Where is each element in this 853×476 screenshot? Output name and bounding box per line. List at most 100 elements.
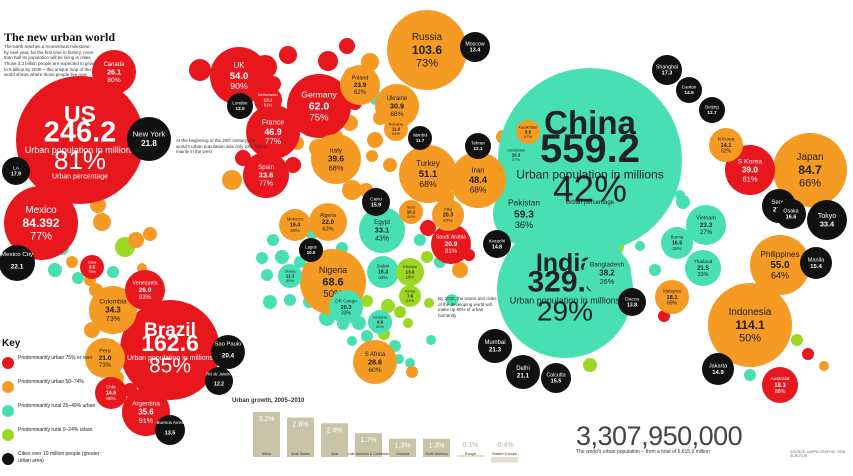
country-name: Philippines bbox=[760, 250, 799, 259]
bubble-circle bbox=[246, 105, 300, 159]
city-circle bbox=[483, 230, 511, 258]
minor-bubble bbox=[361, 330, 373, 342]
bubble-circle bbox=[120, 300, 220, 400]
city-buenos-aires: Buenos Aires 13.5 bbox=[155, 415, 185, 445]
minor-bubble bbox=[284, 294, 296, 306]
bubble-circle bbox=[773, 133, 847, 207]
country-value: 84.392 bbox=[23, 216, 60, 230]
country-value: 84.7 bbox=[798, 163, 822, 177]
country-percent: 93% bbox=[139, 295, 152, 301]
bubble-circle bbox=[399, 285, 421, 307]
country-percent: 81% bbox=[54, 145, 106, 175]
bubble-circle bbox=[399, 200, 423, 224]
country-value: 68.6 bbox=[322, 276, 343, 288]
city-value: 13.8 bbox=[627, 302, 637, 308]
country-name: Uzbekistan bbox=[507, 148, 525, 152]
minor-bubble bbox=[366, 150, 378, 162]
country-value: 246.2 bbox=[44, 116, 117, 148]
city-circle bbox=[652, 55, 682, 85]
country-percent: 27% bbox=[700, 230, 713, 236]
legend-swatch bbox=[2, 453, 14, 465]
country-percent: 37% bbox=[512, 157, 520, 162]
country-value: 103.6 bbox=[412, 43, 443, 57]
city-name: Sao Paulo bbox=[215, 341, 242, 347]
country-percent: 49% bbox=[286, 278, 294, 283]
country-name: Australia bbox=[771, 376, 790, 382]
legend-item-urban-75: Predominantly urban 75% or over bbox=[2, 355, 102, 375]
legend-swatch bbox=[2, 357, 14, 369]
country-percent: 81% bbox=[264, 102, 273, 107]
bubble-circle bbox=[493, 183, 555, 245]
city-circle bbox=[205, 367, 233, 395]
bubble-dr-congo: DR Congo 20.333% bbox=[329, 290, 363, 324]
country-name: Iraq bbox=[444, 207, 452, 212]
city-circle bbox=[618, 288, 646, 316]
growth-bar-oceania: 1.3% Oceania bbox=[389, 438, 416, 457]
bubble-circle bbox=[685, 250, 721, 286]
city-circle bbox=[127, 117, 171, 161]
minor-bubble bbox=[143, 227, 157, 241]
bar-category-label: Oceania bbox=[396, 452, 409, 456]
country-percent: 68% bbox=[470, 185, 487, 195]
bubble-circle bbox=[367, 256, 399, 288]
minor-bubble bbox=[189, 59, 211, 81]
minor-bubble bbox=[791, 334, 803, 346]
country-name: Tanzania bbox=[373, 315, 387, 319]
country-name: Mexico bbox=[25, 205, 57, 216]
country-value: 33.1 bbox=[375, 225, 390, 234]
growth-bar-europe: 0.1% Europe bbox=[457, 442, 484, 457]
country-percent: 81% bbox=[742, 174, 757, 183]
country-value: 21.5 bbox=[697, 266, 709, 272]
bar-category-label: Asia bbox=[331, 452, 338, 456]
city-value: 15.9 bbox=[371, 202, 381, 208]
country-value: 7.6 bbox=[407, 293, 414, 298]
country-value: 30.9 bbox=[390, 101, 404, 110]
bubble-circle bbox=[80, 255, 104, 279]
city-value: 14.9 bbox=[712, 370, 724, 376]
minor-bubble bbox=[93, 213, 111, 231]
source-credit: SOURCE: UNFPA GRAPHIC: PAUL SCRUTON bbox=[790, 450, 846, 458]
city-circle bbox=[155, 415, 185, 445]
country-value: 18.3 bbox=[774, 383, 786, 389]
bar-value-label: 0.1% bbox=[463, 442, 479, 449]
minor-bubble bbox=[261, 269, 273, 281]
city-name: Dacca bbox=[625, 297, 639, 303]
city-name: Rio de Janeiro bbox=[206, 372, 232, 377]
country-percent: 73% bbox=[106, 314, 121, 323]
country-name: Netherlands bbox=[258, 93, 278, 97]
bubble-circle bbox=[387, 10, 467, 90]
country-value: 13.0 bbox=[406, 269, 415, 274]
country-percent: 76% bbox=[88, 269, 96, 274]
bubble-circle bbox=[210, 47, 268, 105]
country-name: Colombia bbox=[99, 299, 127, 306]
city-circle bbox=[2, 157, 30, 185]
country-percent: 33% bbox=[698, 272, 709, 278]
city-value: 22.1 bbox=[11, 264, 24, 271]
country-value: 46.9 bbox=[264, 127, 281, 137]
legend-label: Predominantly rural 0–24% urban bbox=[18, 427, 93, 433]
city-value: 12.1 bbox=[473, 146, 483, 152]
minor-bubble bbox=[367, 132, 383, 148]
growth-bars: 3.2% Africa 2.8% Arab States 2.4% Asia 1.7% Lat… bbox=[253, 412, 518, 463]
bubble-circle bbox=[762, 367, 798, 403]
bubble-circle bbox=[311, 134, 361, 184]
minor-bubble bbox=[405, 358, 415, 368]
country-percent: 67% bbox=[443, 218, 453, 224]
